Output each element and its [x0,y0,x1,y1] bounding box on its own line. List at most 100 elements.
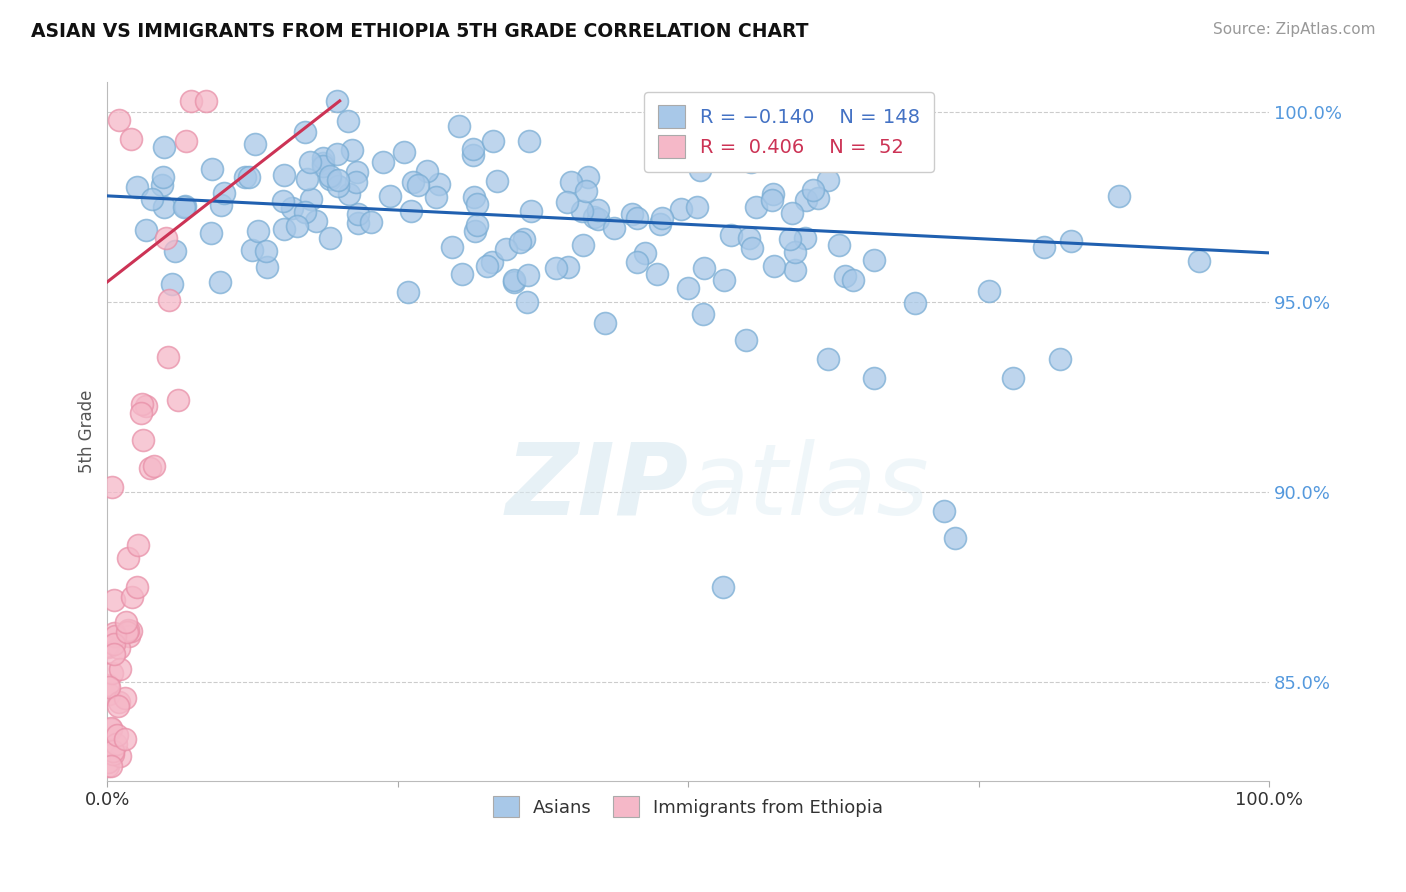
Point [645,267,668,281]
Point [346,216,368,230]
Point [571,204,593,219]
Point [155,231,177,245]
Point [575,184,598,198]
Point [104,629,127,643]
Point [326,173,349,187]
Point [131,397,153,411]
Point [720,227,742,242]
Point [827,237,849,252]
Point [482,134,505,148]
Point [648,217,671,231]
Point [285,219,308,234]
Legend: Asians, Immigrants from Ethiopia: Asians, Immigrants from Ethiopia [486,789,890,824]
Point [1049,352,1071,367]
Point [943,531,966,545]
Point [256,260,278,275]
Point [294,205,316,219]
Point [517,268,540,282]
Point [273,222,295,236]
Point [520,204,543,219]
Point [117,624,139,639]
Point [582,210,605,224]
Point [294,125,316,139]
Point [503,273,526,287]
Point [560,175,582,189]
Point [118,629,141,643]
Point [328,179,350,194]
Point [689,163,711,178]
Point [817,173,839,187]
Point [157,293,180,307]
Point [299,192,322,206]
Point [298,155,321,169]
Point [392,145,415,160]
Point [105,728,128,742]
Point [273,168,295,182]
Point [593,316,616,330]
Point [125,180,148,194]
Point [425,189,447,203]
Point [371,155,394,169]
Point [100,759,122,773]
Point [427,178,450,192]
Point [740,154,762,169]
Point [1188,254,1211,268]
Point [979,284,1001,298]
Point [1032,240,1054,254]
Point [621,207,644,221]
Point [114,732,136,747]
Point [319,169,342,184]
Point [326,94,349,108]
Point [103,648,125,662]
Point [110,662,132,676]
Text: ZIP: ZIP [505,439,688,536]
Point [346,164,368,178]
Point [131,434,153,448]
Point [319,171,342,186]
Point [200,227,222,241]
Point [97,678,120,692]
Point [440,240,463,254]
Point [932,504,955,518]
Point [779,232,801,246]
Point [103,637,125,651]
Point [337,186,360,201]
Point [240,243,263,257]
Point [634,245,657,260]
Point [502,275,524,289]
Point [173,200,195,214]
Point [103,743,125,757]
Point [762,260,785,274]
Point [461,142,484,156]
Point [304,214,326,228]
Point [153,140,176,154]
Point [135,399,157,413]
Point [451,267,474,281]
Point [761,193,783,207]
Point [271,194,294,209]
Point [704,129,727,144]
Point [110,748,132,763]
Point [1002,371,1025,385]
Point [115,615,138,629]
Point [105,737,128,751]
Point [129,406,152,420]
Point [1059,234,1081,248]
Point [312,159,335,173]
Point [297,172,319,186]
Point [794,231,817,245]
Point [762,186,785,201]
Point [834,269,856,284]
Point [108,112,131,127]
Point [174,134,197,148]
Point [152,169,174,184]
Point [135,223,157,237]
Point [101,747,124,761]
Point [408,178,430,192]
Point [142,458,165,473]
Point [108,640,131,655]
Point [97,680,120,694]
Point [557,260,579,274]
Point [157,350,180,364]
Point [97,640,120,654]
